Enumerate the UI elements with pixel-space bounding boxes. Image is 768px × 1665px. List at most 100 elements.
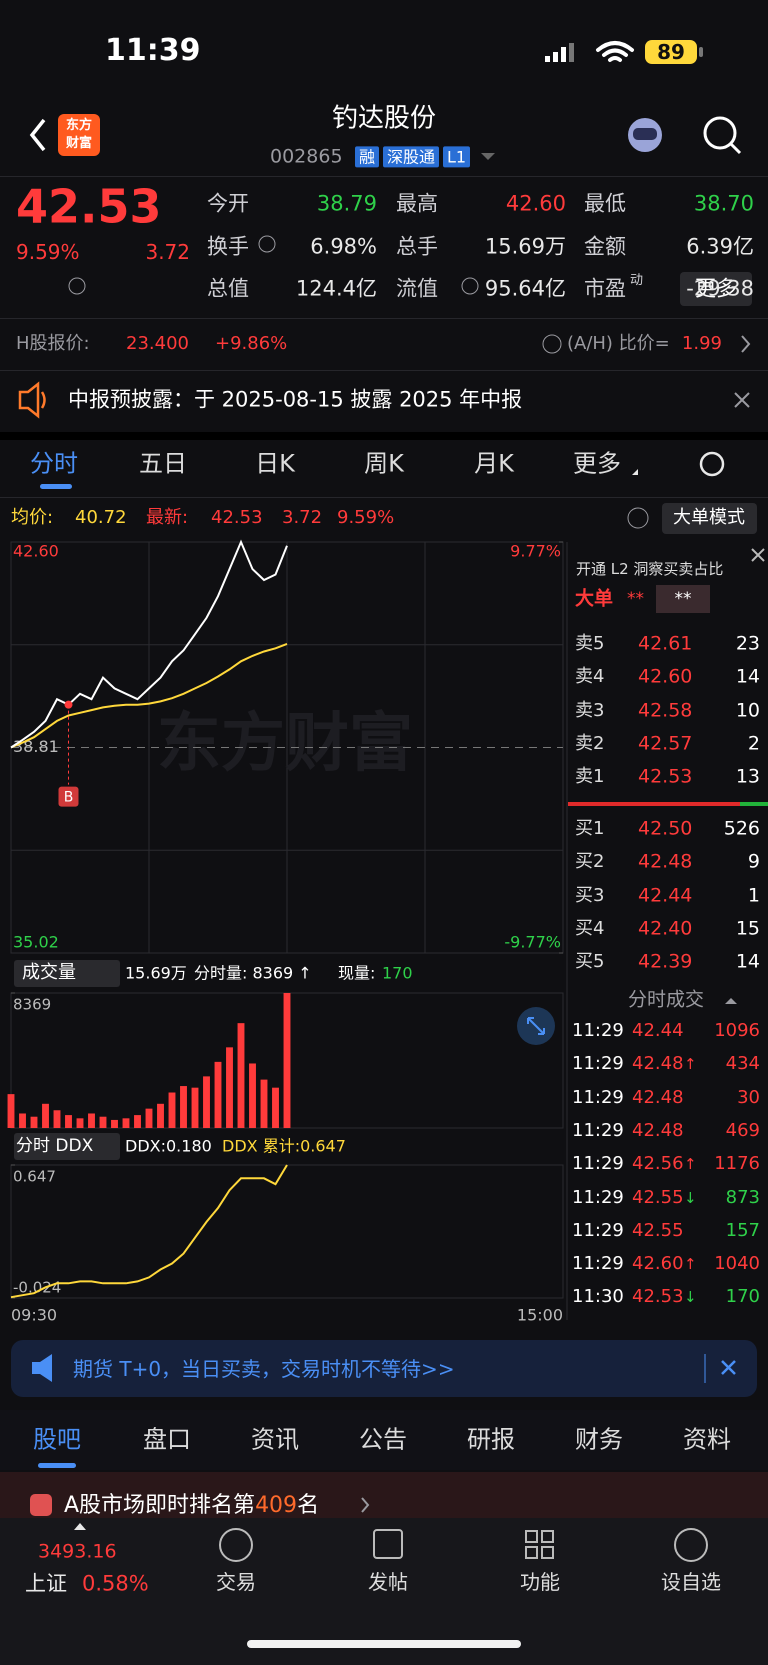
close-panel[interactable] (751, 548, 765, 562)
field-value: 42.60 (505, 191, 566, 216)
now-volume-label: 现量: (338, 963, 376, 983)
chevron[interactable] (741, 335, 751, 353)
trade-arrow: ↓ (684, 1288, 697, 1307)
mode-button[interactable] (662, 503, 757, 534)
post-icon[interactable] (373, 1529, 403, 1559)
nav-item[interactable]: 功能 (520, 1570, 560, 1594)
volume-bar (30, 1116, 38, 1128)
back-button[interactable] (29, 118, 46, 152)
sort-icon[interactable] (725, 998, 737, 1004)
info-icon[interactable] (258, 235, 276, 253)
close-notice[interactable] (734, 392, 750, 408)
field-label: 最高 (396, 191, 438, 216)
book-label: 买2 (575, 851, 605, 873)
help-icon[interactable] (627, 507, 649, 529)
book-volume: 526 (723, 817, 760, 840)
ddx-label[interactable]: 分时 DDX (16, 1135, 94, 1156)
nav-item[interactable]: 设自选 (661, 1570, 721, 1594)
mode-label[interactable]: 大单模式 (673, 507, 745, 529)
ddx-selector[interactable] (14, 1133, 120, 1160)
trade-time: 11:29 (572, 1220, 624, 1241)
field-label: 最低 (584, 191, 626, 216)
trade-arrow: ↑ (684, 1255, 697, 1274)
bottom-tab[interactable]: 公告 (359, 1425, 407, 1454)
volume-selector[interactable] (14, 960, 120, 987)
book-price: 42.60 (638, 665, 693, 688)
notice-text[interactable]: 中报预披露：于 2025-08-15 披露 2025 年中报 (68, 387, 523, 412)
nav-item[interactable]: 发帖 (368, 1570, 408, 1594)
nav-item[interactable]: 交易 (216, 1570, 256, 1594)
trade-icon[interactable] (219, 1528, 253, 1562)
trade-volume: 873 (725, 1186, 760, 1208)
bottom-tab[interactable]: 股吧 (33, 1425, 81, 1454)
function-icon[interactable] (525, 1530, 554, 1559)
h-share-price: 23.400 (126, 333, 189, 355)
ddx-tick-label: -0.024 (13, 1279, 61, 1297)
more-label[interactable]: 更多 (695, 276, 737, 301)
volume-bar (42, 1103, 49, 1128)
field-label: 总手 (396, 234, 438, 259)
trade-price: 42.55 (632, 1186, 684, 1208)
big-order-value: ** (627, 588, 644, 609)
y-tick-label: 38.81 (13, 737, 59, 756)
trade-price: 42.48 (632, 1120, 684, 1142)
now-volume: 170 (382, 963, 413, 983)
bottom-tab[interactable]: 盘口 (143, 1425, 191, 1454)
more-button[interactable] (680, 272, 752, 306)
banner-text[interactable]: 期货 T+0，当日买卖，交易时机不等待>> (73, 1357, 455, 1381)
bottom-tab[interactable]: 资料 (683, 1425, 731, 1454)
l2-promo[interactable]: 开通 L2 洞察买卖占比 (576, 560, 724, 578)
rank-row[interactable] (0, 1472, 768, 1518)
rank-suffix: 名 (297, 1492, 320, 1518)
field-label: 今开 (207, 191, 249, 216)
volume-bar (53, 1110, 61, 1128)
bottom-tab[interactable]: 研报 (467, 1425, 515, 1454)
status-time: 11:39 (105, 33, 201, 68)
trade-time: 11:29 (572, 1086, 624, 1108)
book-price: 42.57 (638, 732, 693, 755)
tab[interactable]: 五日 (139, 449, 187, 478)
volume-bar (191, 1087, 199, 1128)
info-icon[interactable] (461, 277, 479, 295)
tab[interactable]: 周K (364, 449, 404, 478)
dropdown-icon[interactable] (481, 153, 495, 160)
bottom-tab[interactable]: 财务 (575, 1425, 623, 1454)
trade-price: 42.48 (632, 1053, 684, 1075)
book-volume: 14 (735, 950, 760, 973)
tab[interactable]: 日K (255, 449, 295, 478)
tab[interactable]: 更多 (573, 449, 621, 478)
trades-title[interactable]: 分时成交 (627, 988, 705, 1011)
volume-bar (134, 1115, 141, 1128)
volume-bar (249, 1063, 256, 1128)
help-icon[interactable] (542, 334, 562, 354)
book-price: 42.53 (638, 765, 693, 788)
settings-icon[interactable] (699, 451, 725, 477)
volume-bar (180, 1086, 187, 1128)
banner-close[interactable] (721, 1360, 736, 1375)
volume-bar (99, 1116, 107, 1128)
search-icon[interactable] (703, 116, 737, 150)
speaker-icon (18, 381, 46, 419)
info-icon[interactable] (68, 277, 86, 295)
bottom-tab[interactable]: 资讯 (251, 1425, 299, 1454)
tab[interactable]: 月K (474, 449, 514, 478)
volume-bar (19, 1113, 26, 1128)
volume-bar (122, 1118, 130, 1128)
book-volume: 13 (735, 765, 760, 788)
stock-name: 钓达股份 (331, 103, 437, 134)
rank-number: 409 (255, 1492, 298, 1518)
book-label: 卖4 (575, 666, 605, 688)
book-price: 42.44 (638, 884, 693, 907)
tab[interactable]: 分时 (30, 449, 78, 478)
trade-volume: 30 (737, 1086, 760, 1108)
rank-prefix: A股市场即时排名第 (64, 1492, 256, 1518)
big-order-label: 大单 (575, 587, 614, 610)
field-label: 总值 (207, 276, 249, 301)
latest-change: 3.72 (282, 507, 323, 529)
y2-tick-label: 9.77% (510, 542, 561, 561)
volume-label[interactable]: 成交量 (22, 962, 76, 984)
field-label: 金额 (584, 234, 626, 259)
banner-box[interactable] (11, 1340, 757, 1397)
watchlist-icon[interactable] (674, 1528, 708, 1562)
